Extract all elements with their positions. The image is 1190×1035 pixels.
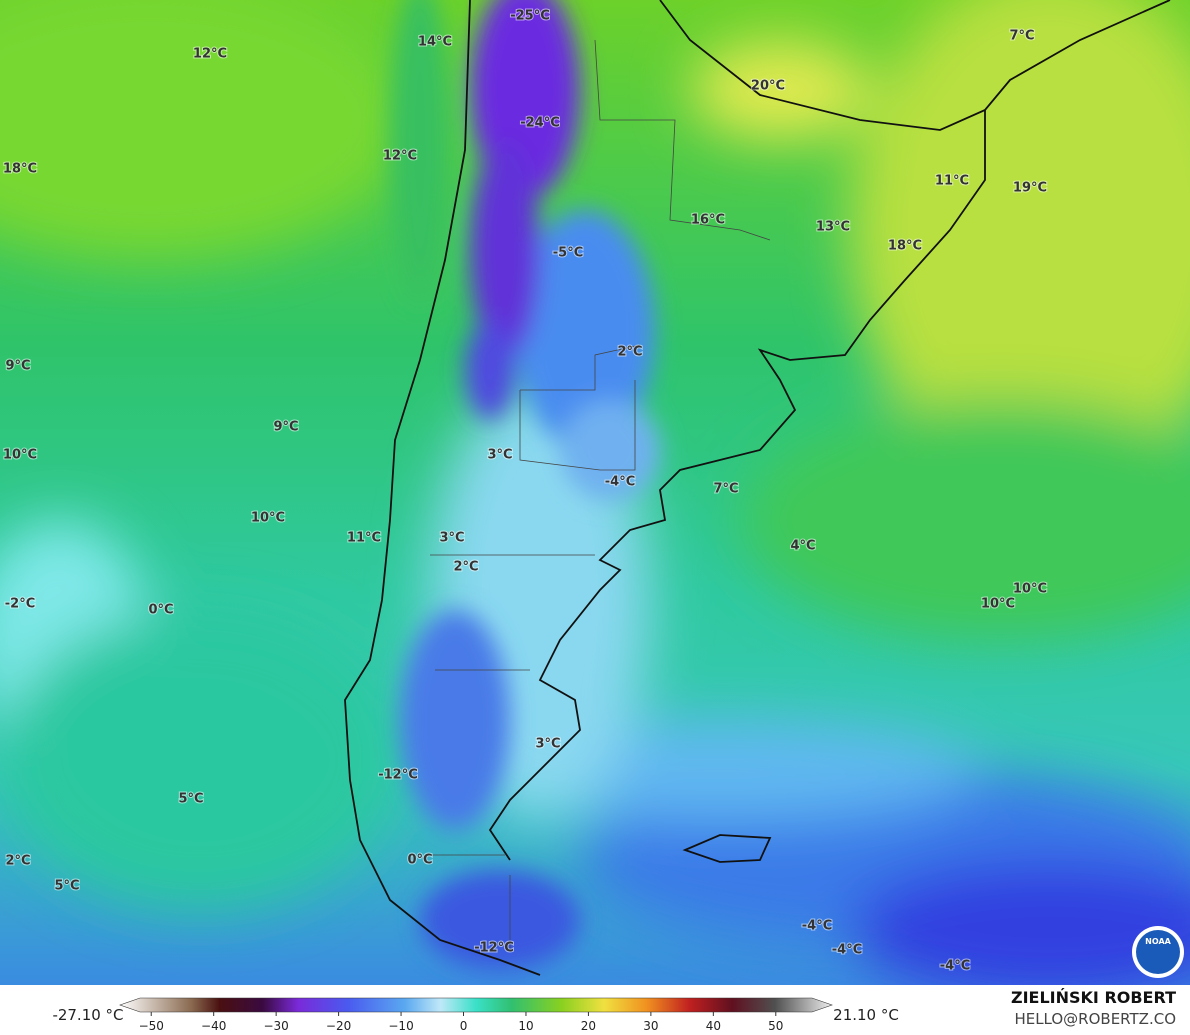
temperature-label: 3°C	[439, 531, 464, 546]
noaa-logo: NOAA	[1132, 926, 1184, 978]
temperature-label: 7°C	[1009, 29, 1034, 44]
temperature-label: 9°C	[5, 359, 30, 374]
temperature-label: 13°C	[816, 220, 850, 235]
contact: HELLO@ROBERTZ.CO	[1014, 1010, 1176, 1028]
temperature-label: -12°C	[378, 768, 418, 783]
temperature-labels: -25°C 14°C 12°C 7°C 20°C -24°C 12°C 18°C 11°C 19°…	[2, 8, 1048, 975]
colorbar-tick-label: −10	[388, 1019, 413, 1033]
colorbar-tick-label: 40	[706, 1019, 721, 1033]
coastline	[344, 0, 1171, 976]
temperature-label: 18°C	[888, 239, 922, 254]
temperature-label: 11°C	[935, 174, 969, 189]
colorbar	[119, 997, 833, 1013]
temperature-label: 5°C	[54, 879, 79, 894]
temperature-label: 10°C	[3, 448, 37, 463]
colorbar-tick-label: 30	[643, 1019, 658, 1033]
temperature-label: -24°C	[520, 116, 560, 131]
temperature-label: 12°C	[193, 47, 227, 62]
temperature-field	[0, 0, 1190, 985]
temperature-label: 10°C	[251, 511, 285, 526]
colorbar-max: 21.10 °C	[833, 1006, 899, 1024]
temperature-label: -4°C	[940, 959, 970, 974]
logo-text: NOAA	[1145, 937, 1171, 946]
temperature-label: 20°C	[751, 79, 785, 94]
temperature-label: 3°C	[535, 737, 560, 752]
temperature-label: 11°C	[347, 531, 381, 546]
temperature-label: 2°C	[617, 345, 642, 360]
temperature-label: 0°C	[148, 603, 173, 618]
colorbar-tick-label: 50	[768, 1019, 783, 1033]
temperature-label: 18°C	[3, 162, 37, 177]
colorbar-tick-label: 0	[460, 1019, 468, 1033]
temperature-label: -25°C	[510, 9, 550, 24]
colorbar-ticks: −50 −40 −30 −20 −10 0 10 20 30 40 50	[139, 1012, 783, 1033]
temperature-label: 10°C	[981, 597, 1015, 612]
temperature-label: 9°C	[273, 420, 298, 435]
author: ZIELIŃSKI ROBERT	[1011, 988, 1176, 1007]
temperature-label: 12°C	[383, 149, 417, 164]
colorbar-tick-label: −50	[139, 1019, 164, 1033]
temperature-label: 10°C	[1013, 582, 1047, 597]
colorbar-tick-label: −30	[263, 1019, 288, 1033]
temperature-label: -5°C	[553, 246, 583, 261]
colorbar-min: -27.10 °C	[52, 1006, 123, 1024]
temperature-label: 3°C	[487, 448, 512, 463]
temperature-label: 4°C	[790, 539, 815, 554]
temperature-label: -4°C	[802, 919, 832, 934]
borders	[430, 39, 771, 950]
colorbar-tick-label: −40	[201, 1019, 226, 1033]
colorbar-tick-label: 20	[581, 1019, 596, 1033]
temperature-label: 14°C	[418, 35, 452, 50]
temperature-label: -4°C	[832, 943, 862, 958]
temperature-label: 19°C	[1013, 181, 1047, 196]
temperature-label: 2°C	[5, 854, 30, 869]
temperature-label: -2°C	[5, 597, 35, 612]
temperature-label: 16°C	[691, 213, 725, 228]
temperature-label: 7°C	[713, 482, 738, 497]
temperature-label: 0°C	[407, 853, 432, 868]
temperature-label: -12°C	[474, 941, 514, 956]
temperature-label: 5°C	[178, 792, 203, 807]
temperature-label: -4°C	[605, 475, 635, 490]
colorbar-tick-label: 10	[518, 1019, 533, 1033]
colorbar-tick-label: −20	[326, 1019, 351, 1033]
temperature-label: 2°C	[453, 560, 478, 575]
